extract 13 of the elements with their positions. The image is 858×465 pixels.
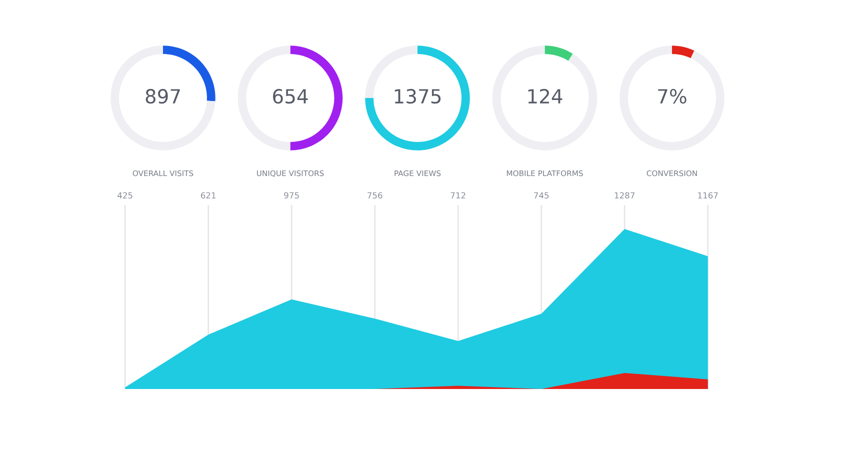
x-tick-label: 1287 (614, 192, 634, 199)
text: 7% (658, 88, 686, 104)
text: 124 (528, 88, 562, 104)
x-tick-label: 425 (118, 192, 132, 199)
text: 654 (273, 88, 308, 104)
x-tick-label: 712 (450, 192, 466, 198)
text: 1375 (394, 88, 441, 104)
x-tick-label: 621 (200, 192, 216, 199)
x-tick-label: 745 (534, 192, 549, 199)
x-tick-label: 1167 (698, 192, 718, 199)
text: 897 (146, 88, 180, 104)
x-tick-label: 975 (284, 192, 299, 199)
x-tick-label: 756 (368, 192, 382, 199)
